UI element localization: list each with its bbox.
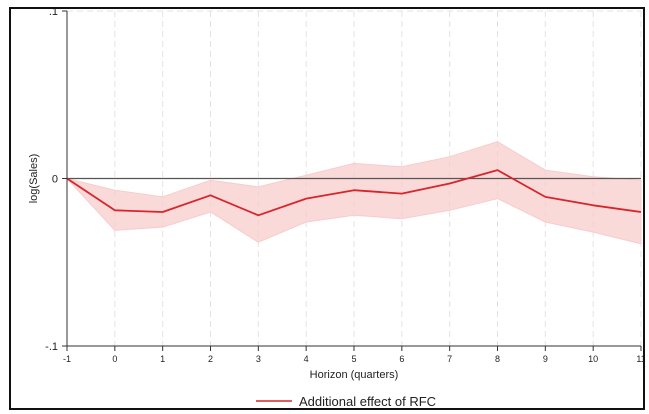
x-tick-label-8: 7 xyxy=(447,354,452,364)
chart-svg: .1 0 -.1 -1 0 1 2 3 4 5 6 7 8 9 10 11 log(Sales) Horizo… xyxy=(28,6,646,409)
axis-layer: .1 0 -.1 -1 0 1 2 3 4 5 6 7 8 9 10 11 xyxy=(45,6,646,364)
chart-frame: .1 0 -.1 -1 0 1 2 3 4 5 6 7 8 9 10 11 log(Sales) Horizo… xyxy=(9,6,646,410)
x-tick-label-5: 4 xyxy=(304,354,309,364)
confidence-band xyxy=(65,141,642,245)
x-tick-label-1: 0 xyxy=(112,354,117,364)
legend: Additional effect of RFC xyxy=(256,394,436,409)
ci-band-layer xyxy=(65,141,642,245)
x-tick-label-4: 3 xyxy=(256,354,261,364)
y-tick-label-1: 0 xyxy=(52,174,58,186)
series-line xyxy=(66,169,642,217)
x-tick-label-10: 9 xyxy=(543,354,548,364)
legend-label: Additional effect of RFC xyxy=(299,394,436,408)
x-tick-label-3: 2 xyxy=(208,354,213,364)
x-tick-label-6: 5 xyxy=(351,354,356,364)
x-axis-label: Horizon (quarters) xyxy=(310,369,399,381)
x-tick-label-2: 1 xyxy=(160,354,165,364)
series-line-layer xyxy=(66,169,642,217)
y-tick-label-2: -.1 xyxy=(45,341,58,353)
y-axis-label: log(Sales) xyxy=(28,154,40,204)
x-tick-label-12: 11 xyxy=(636,354,643,364)
x-tick-label-9: 8 xyxy=(495,354,500,364)
x-tick-label-11: 10 xyxy=(588,354,598,364)
y-tick-label-0: .1 xyxy=(49,9,58,18)
x-tick-label-7: 6 xyxy=(399,354,404,364)
x-tick-label-0: -1 xyxy=(63,354,71,364)
